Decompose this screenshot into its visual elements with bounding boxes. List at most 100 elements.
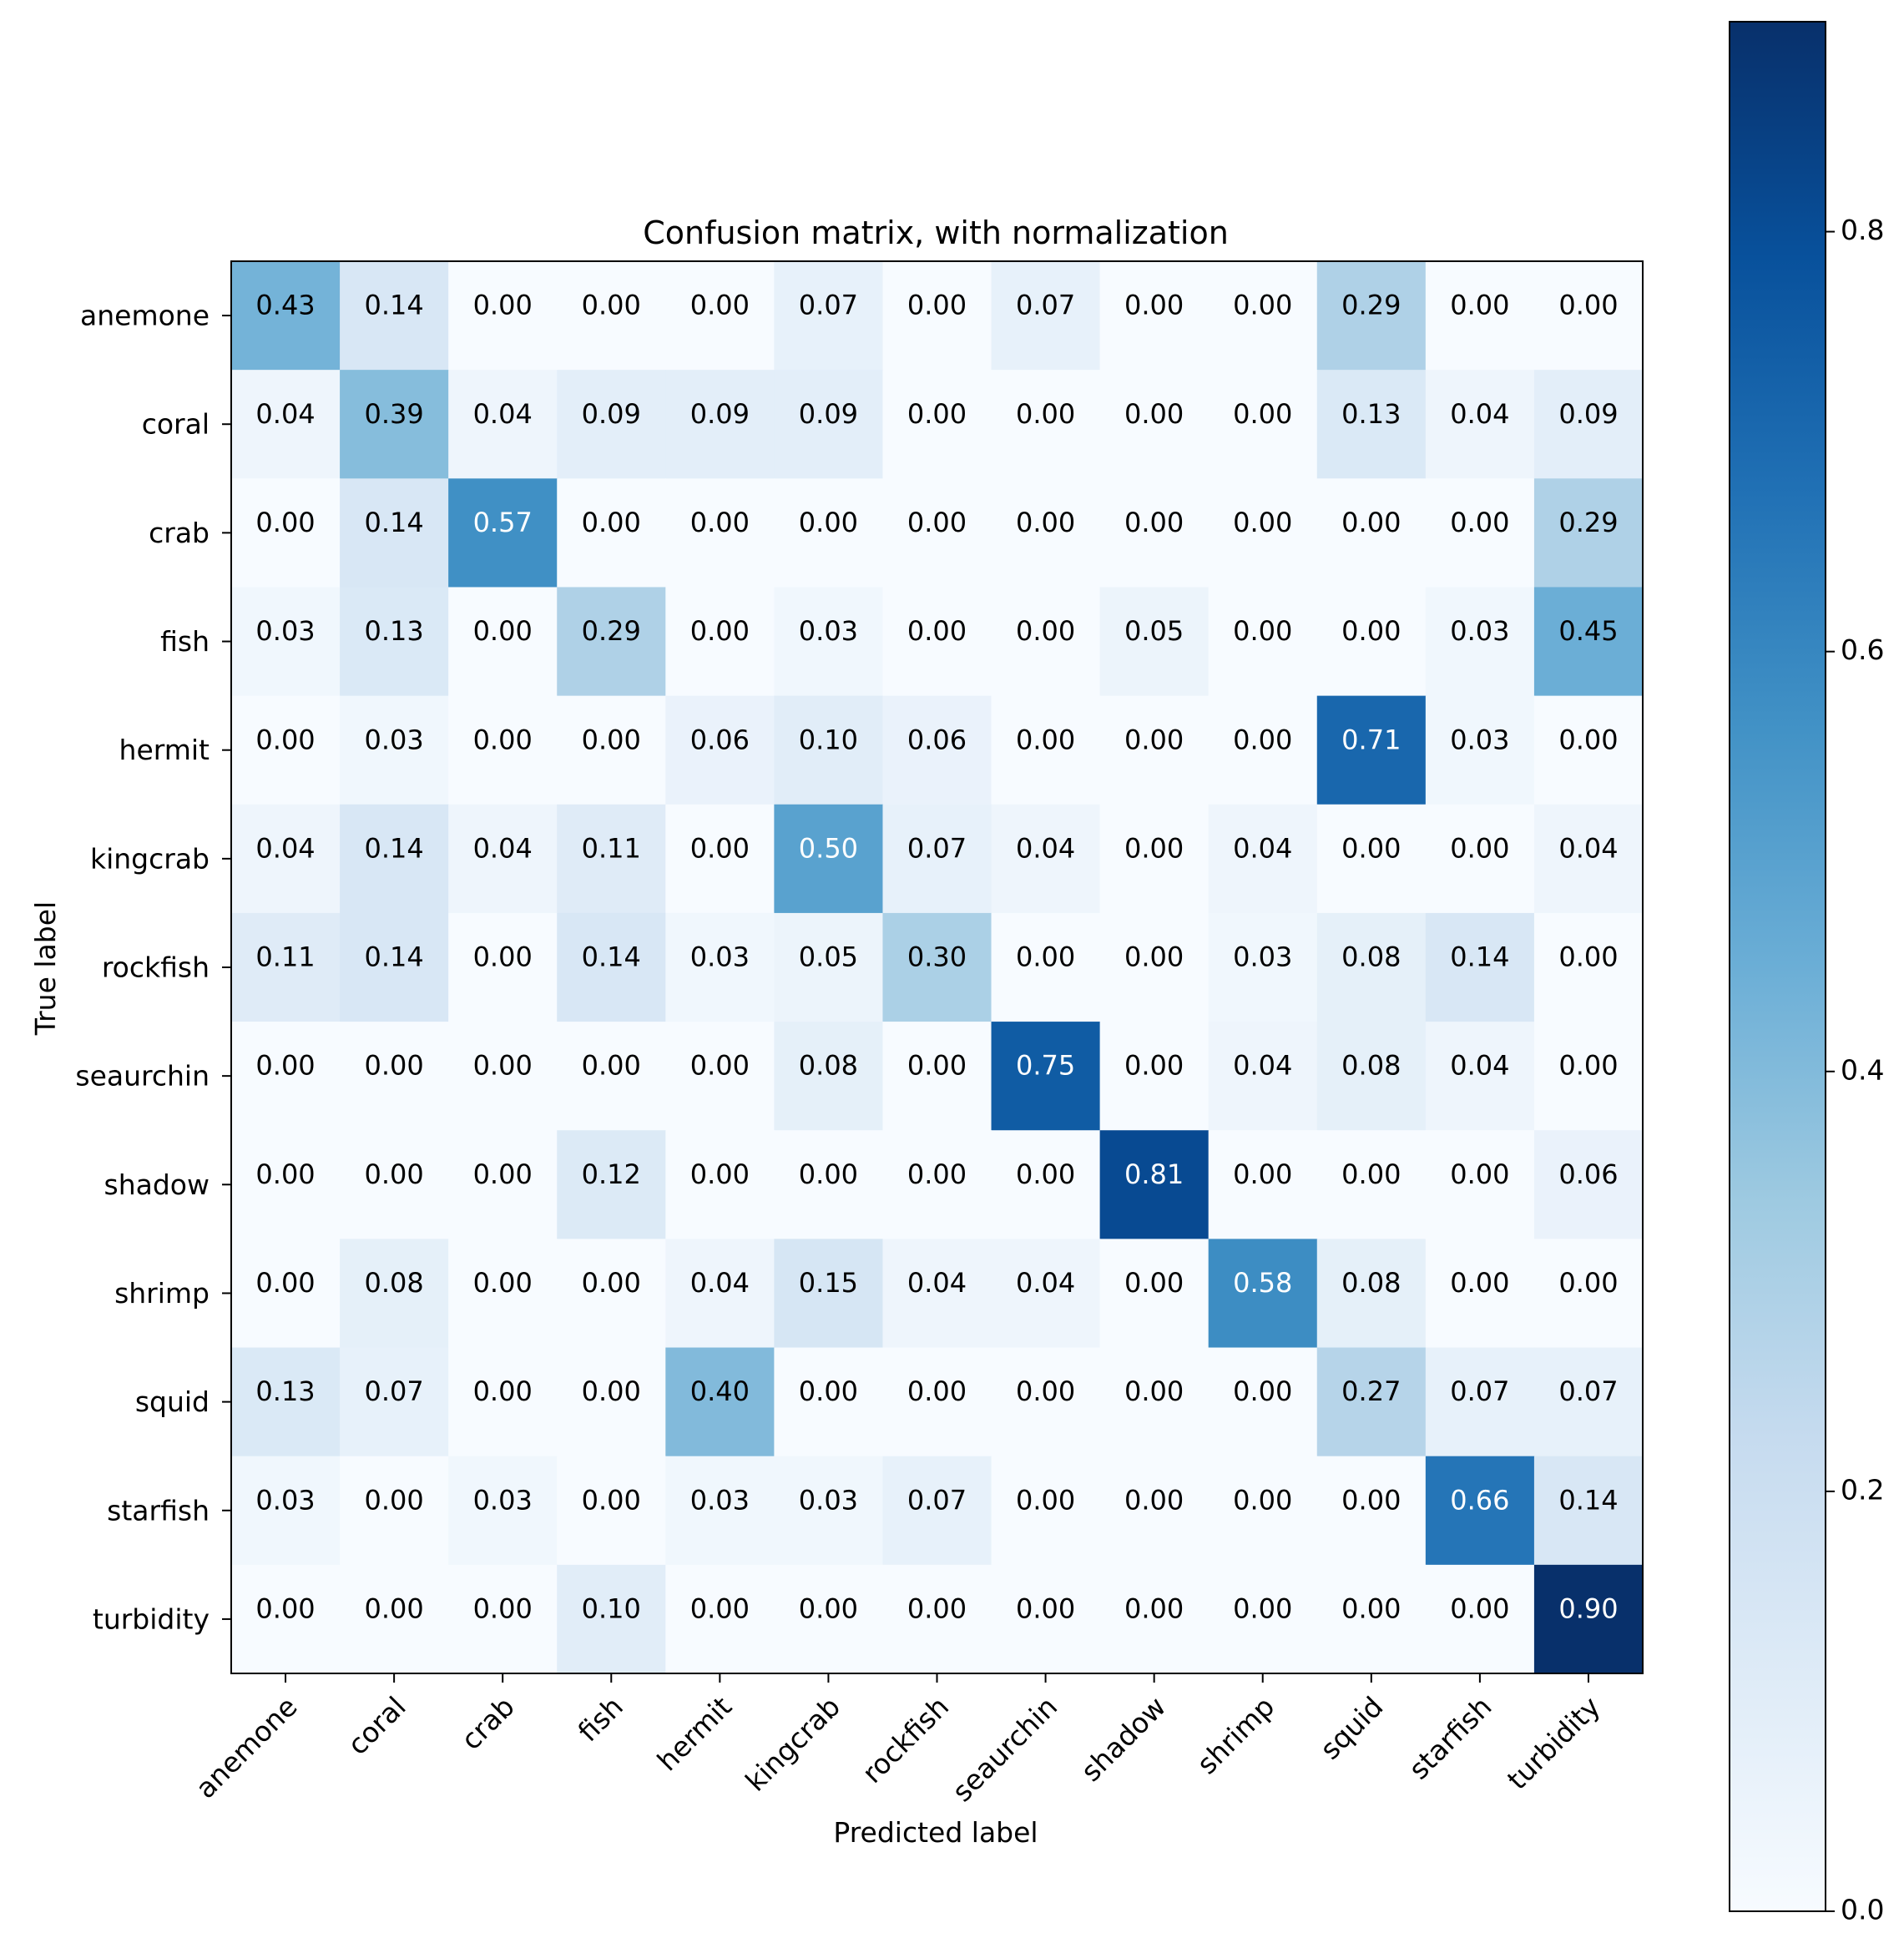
x-axis-label: Predicted label [833,1816,1038,1849]
cell-shrimp-kingcrab [774,1239,884,1349]
cell-value-label: 0.00 [907,398,967,430]
cell-value-labels: 0.43 0.14 0.00 0.00 0.00 0.07 0.00 0.07 0.00 0.00… [255,290,1618,1625]
y-tick-label: hermit [119,734,210,766]
cell-value-label: 0.11 [582,832,641,864]
cell-value-label: 0.05 [799,941,858,973]
y-tick-label: coral [142,408,210,441]
cell-value-label: 0.07 [799,290,858,321]
cell-turbidity-fish [557,1564,666,1674]
cell-fish-fish [557,587,666,697]
y-axis-label: True label [29,901,62,1036]
cell-shadow-turbidity [1533,1130,1644,1239]
cell-kingcrab-shadow [1099,804,1210,914]
x-tick-label: crab [455,1690,521,1756]
cell-kingcrab-anemone [231,804,341,914]
cell-crab-anemone [231,478,341,588]
cell-rockfish-starfish [1425,912,1535,1022]
cell-shadow-fish [557,1130,666,1239]
x-tick-label: hermit [651,1690,738,1777]
cell-value-label: 0.00 [1233,1158,1292,1190]
cell-value-label: 0.00 [1233,398,1292,430]
cell-turbidity-anemone [231,1564,341,1674]
cell-hermit-coral [340,695,449,805]
cell-value-label: 0.04 [473,398,533,430]
cell-value-label: 0.04 [907,1267,967,1299]
cell-shrimp-fish [557,1239,666,1349]
cell-value-label: 0.00 [1016,398,1075,430]
cell-value-label: 0.11 [255,941,315,973]
cell-value-label: 0.00 [907,615,967,647]
cell-value-label: 0.00 [1124,724,1184,755]
cell-value-label: 0.00 [473,1267,533,1299]
cell-turbidity-seaurchin [991,1564,1101,1674]
cell-value-label: 0.14 [1450,941,1509,973]
cell-value-label: 0.00 [1016,724,1075,755]
cell-shadow-shrimp [1208,1130,1318,1239]
cell-value-label: 0.00 [255,507,315,538]
cell-value-label: 0.00 [1450,1267,1509,1299]
cell-value-label: 0.00 [1124,832,1184,864]
cell-kingcrab-coral [340,804,449,914]
cell-value-label: 0.43 [255,290,315,321]
cell-turbidity-crab [448,1564,558,1674]
cell-value-label: 0.00 [907,1375,967,1407]
cell-value-label: 0.06 [1558,1158,1618,1190]
cell-value-label: 0.03 [255,615,315,647]
cell-starfish-starfish [1425,1456,1535,1566]
cell-coral-crab [448,370,558,479]
cell-kingcrab-turbidity [1533,804,1644,914]
cell-anemone-rockfish [882,261,992,371]
heatmap-cells [231,261,1644,1674]
cell-value-label: 0.00 [1341,1158,1401,1190]
cell-value-label: 0.03 [1450,724,1509,755]
cell-hermit-fish [557,695,666,805]
cell-value-label: 0.00 [1558,290,1618,321]
cell-value-label: 0.58 [1233,1267,1292,1299]
cell-coral-rockfish [882,370,992,479]
cell-seaurchin-seaurchin [991,1022,1101,1131]
cell-rockfish-fish [557,912,666,1022]
cell-coral-anemone [231,370,341,479]
cell-squid-shadow [1099,1347,1210,1457]
cell-squid-fish [557,1347,666,1457]
y-tick-label: seaurchin [75,1060,210,1093]
cell-shrimp-rockfish [882,1239,992,1349]
cell-value-label: 0.00 [799,1593,858,1625]
y-tick-label: crab [149,517,210,549]
cell-value-label: 0.04 [1016,832,1075,864]
cell-value-label: 0.00 [473,1050,533,1082]
cell-rockfish-kingcrab [774,912,884,1022]
cell-value-label: 0.00 [1558,724,1618,755]
cell-value-label: 0.39 [364,398,423,430]
cell-seaurchin-shadow [1099,1022,1210,1131]
cell-kingcrab-fish [557,804,666,914]
cell-value-label: 0.71 [1341,724,1401,755]
cell-hermit-turbidity [1533,695,1644,805]
cell-coral-kingcrab [774,370,884,479]
cell-value-label: 0.04 [1450,398,1509,430]
cell-value-label: 0.00 [1016,615,1075,647]
cell-value-label: 0.03 [799,1484,858,1516]
cell-value-label: 0.00 [907,1050,967,1082]
cell-starfish-anemone [231,1456,341,1566]
cell-seaurchin-anemone [231,1022,341,1131]
cell-fish-coral [340,587,449,697]
cell-value-label: 0.15 [799,1267,858,1299]
x-tick-label: shrimp [1190,1690,1280,1780]
cell-value-label: 0.00 [1341,1593,1401,1625]
cell-rockfish-crab [448,912,558,1022]
cell-starfish-turbidity [1533,1456,1644,1566]
cell-coral-shadow [1099,370,1210,479]
cell-value-label: 0.14 [364,290,423,321]
y-tick-label: kingcrab [90,842,210,875]
cell-value-label: 0.04 [1233,1050,1292,1082]
cell-rockfish-shrimp [1208,912,1318,1022]
cell-shrimp-coral [340,1239,449,1349]
cell-value-label: 0.00 [582,290,641,321]
cell-shadow-seaurchin [991,1130,1101,1239]
cell-value-label: 0.00 [690,1050,750,1082]
cell-kingcrab-crab [448,804,558,914]
cell-starfish-seaurchin [991,1456,1101,1566]
cell-value-label: 0.00 [690,1158,750,1190]
chart-title: Confusion matrix, with normalization [643,214,1229,251]
